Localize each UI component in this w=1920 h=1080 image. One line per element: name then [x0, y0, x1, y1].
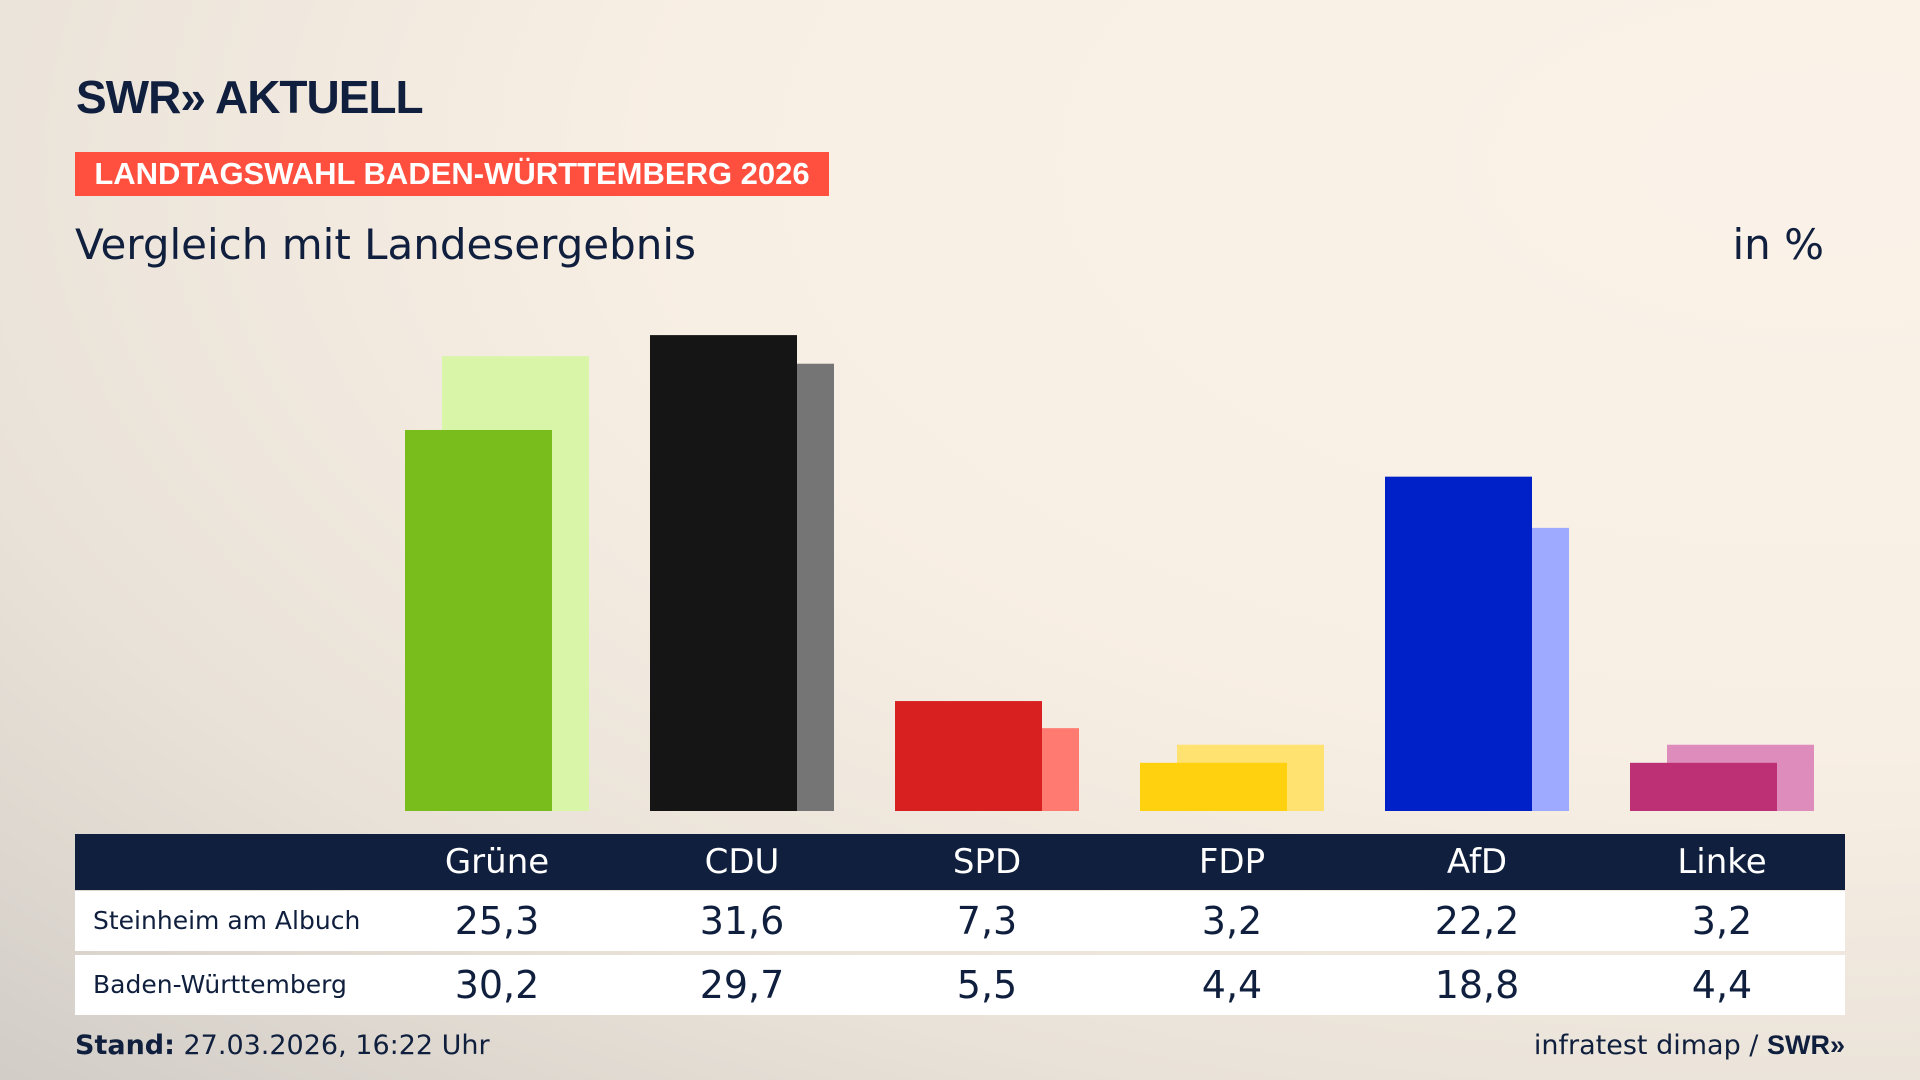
value-cell: 29,7 — [699, 963, 785, 1007]
value-cell: 3,2 — [1201, 899, 1263, 943]
party-header: AfD — [1446, 842, 1508, 882]
swr-logo: SWR» — [1766, 1030, 1845, 1060]
table-row: Baden-Württemberg 30,2 29,7 5,5 4,4 18,8… — [75, 955, 1845, 1015]
value-cell: 18,8 — [1434, 963, 1520, 1007]
chart-subtitle: Vergleich mit Landesergebnis — [75, 220, 696, 269]
bar-fdp-local — [1140, 762, 1287, 811]
table-row: Steinheim am Albuch 25,3 31,6 7,3 3,2 22… — [75, 891, 1845, 951]
value-cell: 5,5 — [956, 963, 1018, 1007]
stand-label: Stand: — [75, 1030, 175, 1061]
row-label: Steinheim am Albuch — [93, 906, 361, 935]
value-cell: 31,6 — [699, 899, 785, 943]
value-cell: 25,3 — [454, 899, 540, 943]
party-header: Linke — [1677, 842, 1767, 882]
value-cell: 22,2 — [1434, 899, 1520, 943]
row-label: Baden-Württemberg — [93, 970, 347, 999]
bar-afd-local — [1385, 476, 1532, 811]
bar-spd-local — [895, 701, 1042, 811]
value-cell: 3,2 — [1691, 899, 1753, 943]
bar-cdu-local — [650, 335, 797, 811]
party-header: FDP — [1198, 842, 1266, 882]
bar-chart — [405, 335, 1814, 811]
value-cell: 4,4 — [1201, 963, 1263, 1007]
party-header: SPD — [952, 842, 1022, 882]
value-cell: 4,4 — [1691, 963, 1753, 1007]
bar-linke-local — [1630, 762, 1777, 811]
swr-aktuell-logo: SWR» AKTUELL — [76, 71, 424, 123]
value-cell: 7,3 — [956, 899, 1018, 943]
bar-grüne-local — [405, 429, 552, 811]
unit-label: in % — [1732, 220, 1824, 269]
value-cell: 30,2 — [454, 963, 540, 1007]
timestamp: Stand: 27.03.2026, 16:22 Uhr — [75, 1030, 490, 1061]
stand-value: 27.03.2026, 16:22 Uhr — [174, 1030, 490, 1061]
source-text: infratest dimap / — [1533, 1030, 1767, 1061]
source: infratest dimap / SWR» — [1534, 1030, 1845, 1061]
table-header: Grüne CDU SPD FDP AfD Linke — [75, 834, 1845, 890]
election-tag: LANDTAGSWAHL BADEN-WÜRTTEMBERG 2026 — [75, 152, 829, 196]
party-header: Grüne — [444, 842, 550, 882]
party-header: CDU — [704, 842, 780, 882]
